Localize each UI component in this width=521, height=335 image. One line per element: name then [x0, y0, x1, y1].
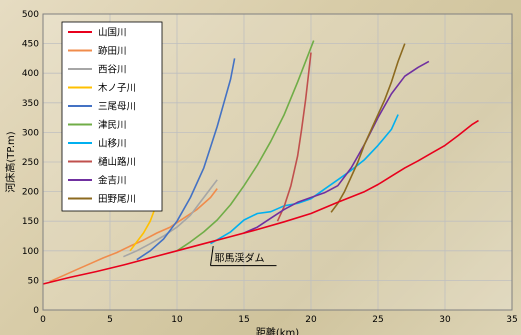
- x-tick-label: 25: [372, 315, 383, 325]
- legend-label: 山国川: [98, 28, 127, 39]
- legend-label: 西谷川: [98, 65, 127, 76]
- series-line-0: [42, 119, 479, 285]
- x-tick-label: 15: [238, 315, 249, 325]
- plot-frame: [42, 13, 513, 311]
- series-line-5: [176, 40, 315, 252]
- series-line-6: [210, 114, 399, 245]
- x-tick-label: 35: [506, 315, 517, 325]
- legend-label: 田野尾川: [98, 194, 136, 205]
- y-tick-label: 400: [22, 69, 39, 79]
- x-tick-label: 5: [107, 315, 113, 325]
- x-tick-label: 30: [439, 315, 451, 325]
- y-tick-label: 0: [33, 306, 39, 316]
- y-tick-label: 450: [22, 40, 39, 50]
- series-line-9: [330, 43, 406, 213]
- legend-label: 山移川: [98, 138, 127, 150]
- dam-label: 耶馬渓ダム: [215, 252, 265, 265]
- legend-label: 跡田川: [98, 45, 127, 57]
- y-tick-label: 100: [22, 247, 39, 257]
- legend-label: 樋山路川: [98, 156, 136, 168]
- legend-label: 津民川: [98, 120, 127, 131]
- y-tick-label: 350: [22, 99, 39, 109]
- legend-label: 三尾母川: [98, 102, 136, 113]
- series-line-7: [276, 52, 312, 222]
- x-tick-label: 20: [305, 315, 317, 325]
- y-tick-label: 150: [22, 217, 39, 227]
- legend-label: 金吉川: [98, 175, 127, 187]
- x-tick-label: 0: [40, 315, 46, 325]
- dam-annotation: 耶馬渓ダム: [210, 245, 277, 267]
- x-axis-title: 距離(km): [256, 326, 299, 335]
- series-line-2: [123, 179, 218, 258]
- y-tick-label: 300: [22, 128, 39, 138]
- series-line-4: [136, 58, 236, 261]
- dam-leader-line: [210, 245, 214, 266]
- x-tick-label: 10: [171, 315, 183, 325]
- y-tick-label: 200: [22, 188, 39, 198]
- y-axis-title: 河床高(TP.m): [4, 131, 17, 192]
- y-tick-label: 250: [22, 158, 39, 168]
- y-tick-label: 500: [22, 10, 39, 20]
- series-line-8: [243, 60, 430, 234]
- y-tick-label: 50: [28, 276, 40, 286]
- series-lines: [42, 40, 479, 285]
- tick-labels: 0 5 10 15 20 25 30 3505010015020025030035040045…: [22, 10, 518, 325]
- legend-label: 木ノ子川: [98, 82, 136, 94]
